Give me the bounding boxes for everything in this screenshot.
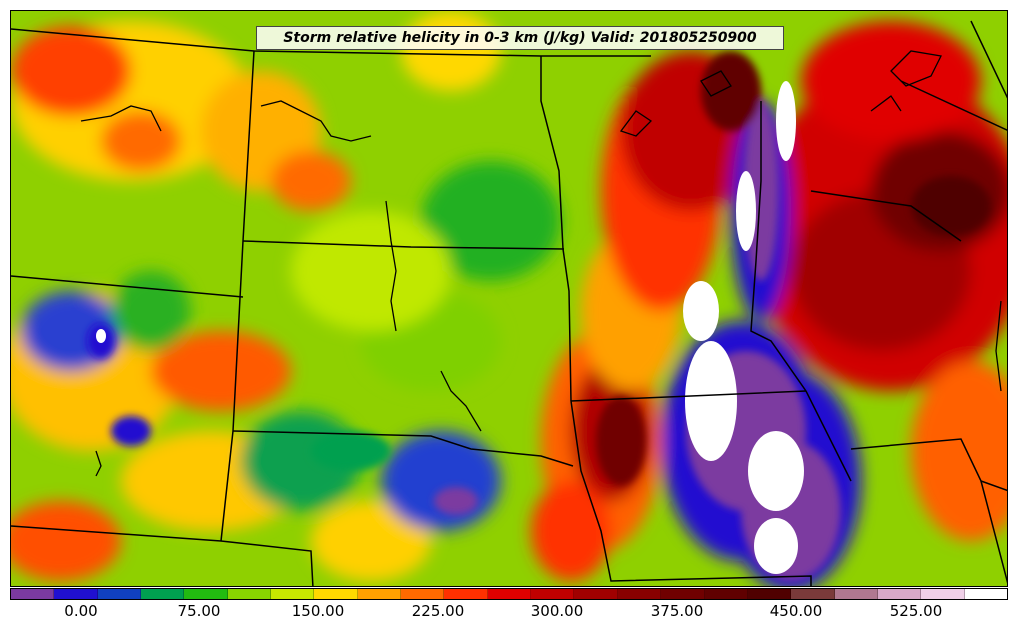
colorbar-segment xyxy=(921,589,965,599)
colorbar-segment xyxy=(271,589,315,599)
map-title: Storm relative helicity in 0-3 km (J/kg)… xyxy=(256,26,784,50)
colorbar-segment xyxy=(617,589,662,599)
colorbar xyxy=(10,588,1008,600)
colorbar-tick-label: 525.00 xyxy=(889,602,943,620)
colorbar-segment xyxy=(227,589,272,599)
colorbar-segment xyxy=(531,589,575,599)
colorbar-tick-label: 450.00 xyxy=(769,602,823,620)
state-boundaries xyxy=(11,20,1007,586)
colorbar-segment xyxy=(661,589,705,599)
colorbar-tick-label: 375.00 xyxy=(650,602,704,620)
colorbar-tick-label: 0.00 xyxy=(64,602,98,620)
colorbar-segment xyxy=(444,589,488,599)
colorbar-tick-label: 75.00 xyxy=(177,602,221,620)
colorbar-segment xyxy=(357,589,402,599)
colorbar-segment xyxy=(487,589,532,599)
colorbar-segment xyxy=(97,589,142,599)
colorbar-segment xyxy=(791,589,835,599)
colorbar-segment xyxy=(314,589,358,599)
colorbar-tick-label: 300.00 xyxy=(530,602,584,620)
colorbar-segment xyxy=(747,589,792,599)
colorbar-tick-label: 225.00 xyxy=(411,602,465,620)
helicity-max-areas xyxy=(96,81,804,574)
colorbar-segment xyxy=(184,589,228,599)
colorbar-segment xyxy=(834,589,878,599)
colorbar-tick-labels: 0.00 75.00 150.00 225.00 300.00 375.00 450.00 5… xyxy=(10,602,1008,626)
colorbar-segment xyxy=(11,589,55,599)
water-outlines xyxy=(80,50,1002,477)
colorbar-segment xyxy=(141,589,185,599)
colorbar-segment xyxy=(574,589,618,599)
colorbar-segment xyxy=(704,589,748,599)
map-panel: Storm relative helicity in 0-3 km (J/kg)… xyxy=(10,10,1008,587)
helicity-map xyxy=(11,11,1007,586)
colorbar-segment xyxy=(877,589,922,599)
colorbar-segment xyxy=(401,589,445,599)
colorbar-segment xyxy=(54,589,98,599)
colorbar-tick-label: 150.00 xyxy=(291,602,345,620)
colorbar-segment xyxy=(964,589,1007,599)
